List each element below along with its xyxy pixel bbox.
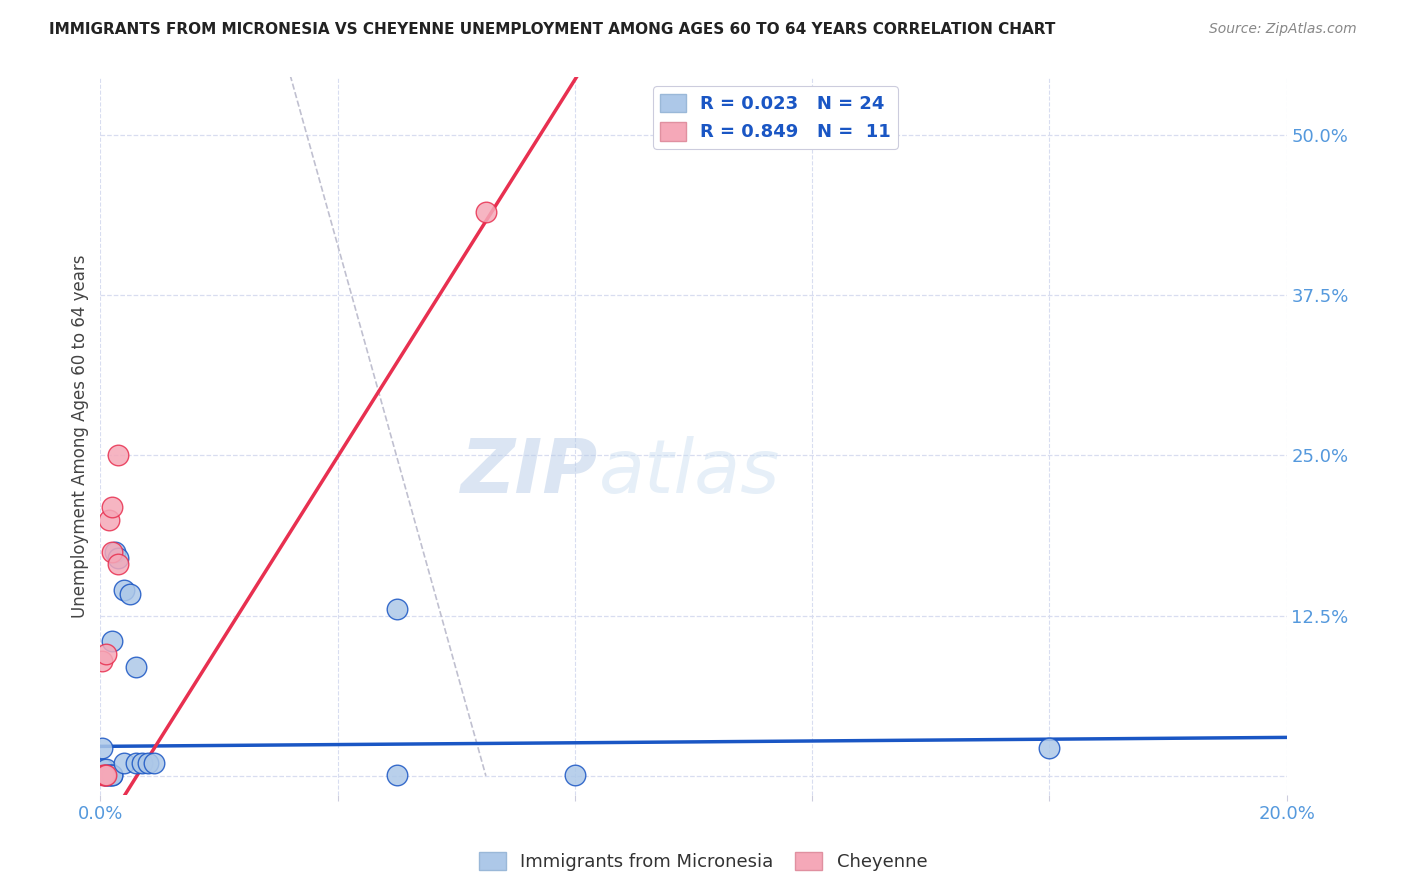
Point: [96, 767, 118, 781]
Point: [107, 449, 129, 463]
Point: [96, 763, 118, 777]
Point: [118, 587, 141, 601]
Point: [98, 512, 121, 526]
Point: [125, 756, 148, 770]
Point: [93, 767, 115, 781]
Point: [142, 756, 165, 770]
Text: IMMIGRANTS FROM MICRONESIA VS CHEYENNE UNEMPLOYMENT AMONG AGES 60 TO 64 YEARS CO: IMMIGRANTS FROM MICRONESIA VS CHEYENNE U…: [49, 22, 1056, 37]
Point: [385, 602, 408, 616]
Text: ZIP: ZIP: [461, 435, 599, 508]
Point: [112, 756, 135, 770]
Point: [96, 767, 118, 781]
Point: [90, 740, 112, 755]
Point: [101, 634, 124, 648]
Point: [107, 558, 129, 572]
Y-axis label: Unemployment Among Ages 60 to 64 years: Unemployment Among Ages 60 to 64 years: [72, 254, 89, 618]
Legend: Immigrants from Micronesia, Cheyenne: Immigrants from Micronesia, Cheyenne: [471, 845, 935, 879]
Text: atlas: atlas: [599, 436, 780, 508]
Point: [101, 500, 124, 514]
Point: [101, 544, 124, 558]
Point: [94, 767, 117, 781]
Point: [91, 763, 114, 777]
Text: Source: ZipAtlas.com: Source: ZipAtlas.com: [1209, 22, 1357, 37]
Point: [90, 653, 112, 667]
Point: [101, 767, 124, 781]
Point: [107, 551, 129, 566]
Point: [475, 205, 498, 219]
Point: [96, 647, 118, 661]
Point: [104, 544, 127, 558]
Point: [101, 767, 124, 781]
Point: [136, 756, 159, 770]
Point: [112, 582, 135, 597]
Point: [385, 767, 408, 781]
Point: [125, 660, 148, 674]
Point: [98, 767, 121, 781]
Point: [91, 767, 114, 781]
Point: [1038, 740, 1060, 755]
Legend: R = 0.023   N = 24, R = 0.849   N =  11: R = 0.023 N = 24, R = 0.849 N = 11: [652, 87, 898, 149]
Point: [564, 767, 586, 781]
Point: [131, 756, 153, 770]
Point: [98, 767, 121, 781]
